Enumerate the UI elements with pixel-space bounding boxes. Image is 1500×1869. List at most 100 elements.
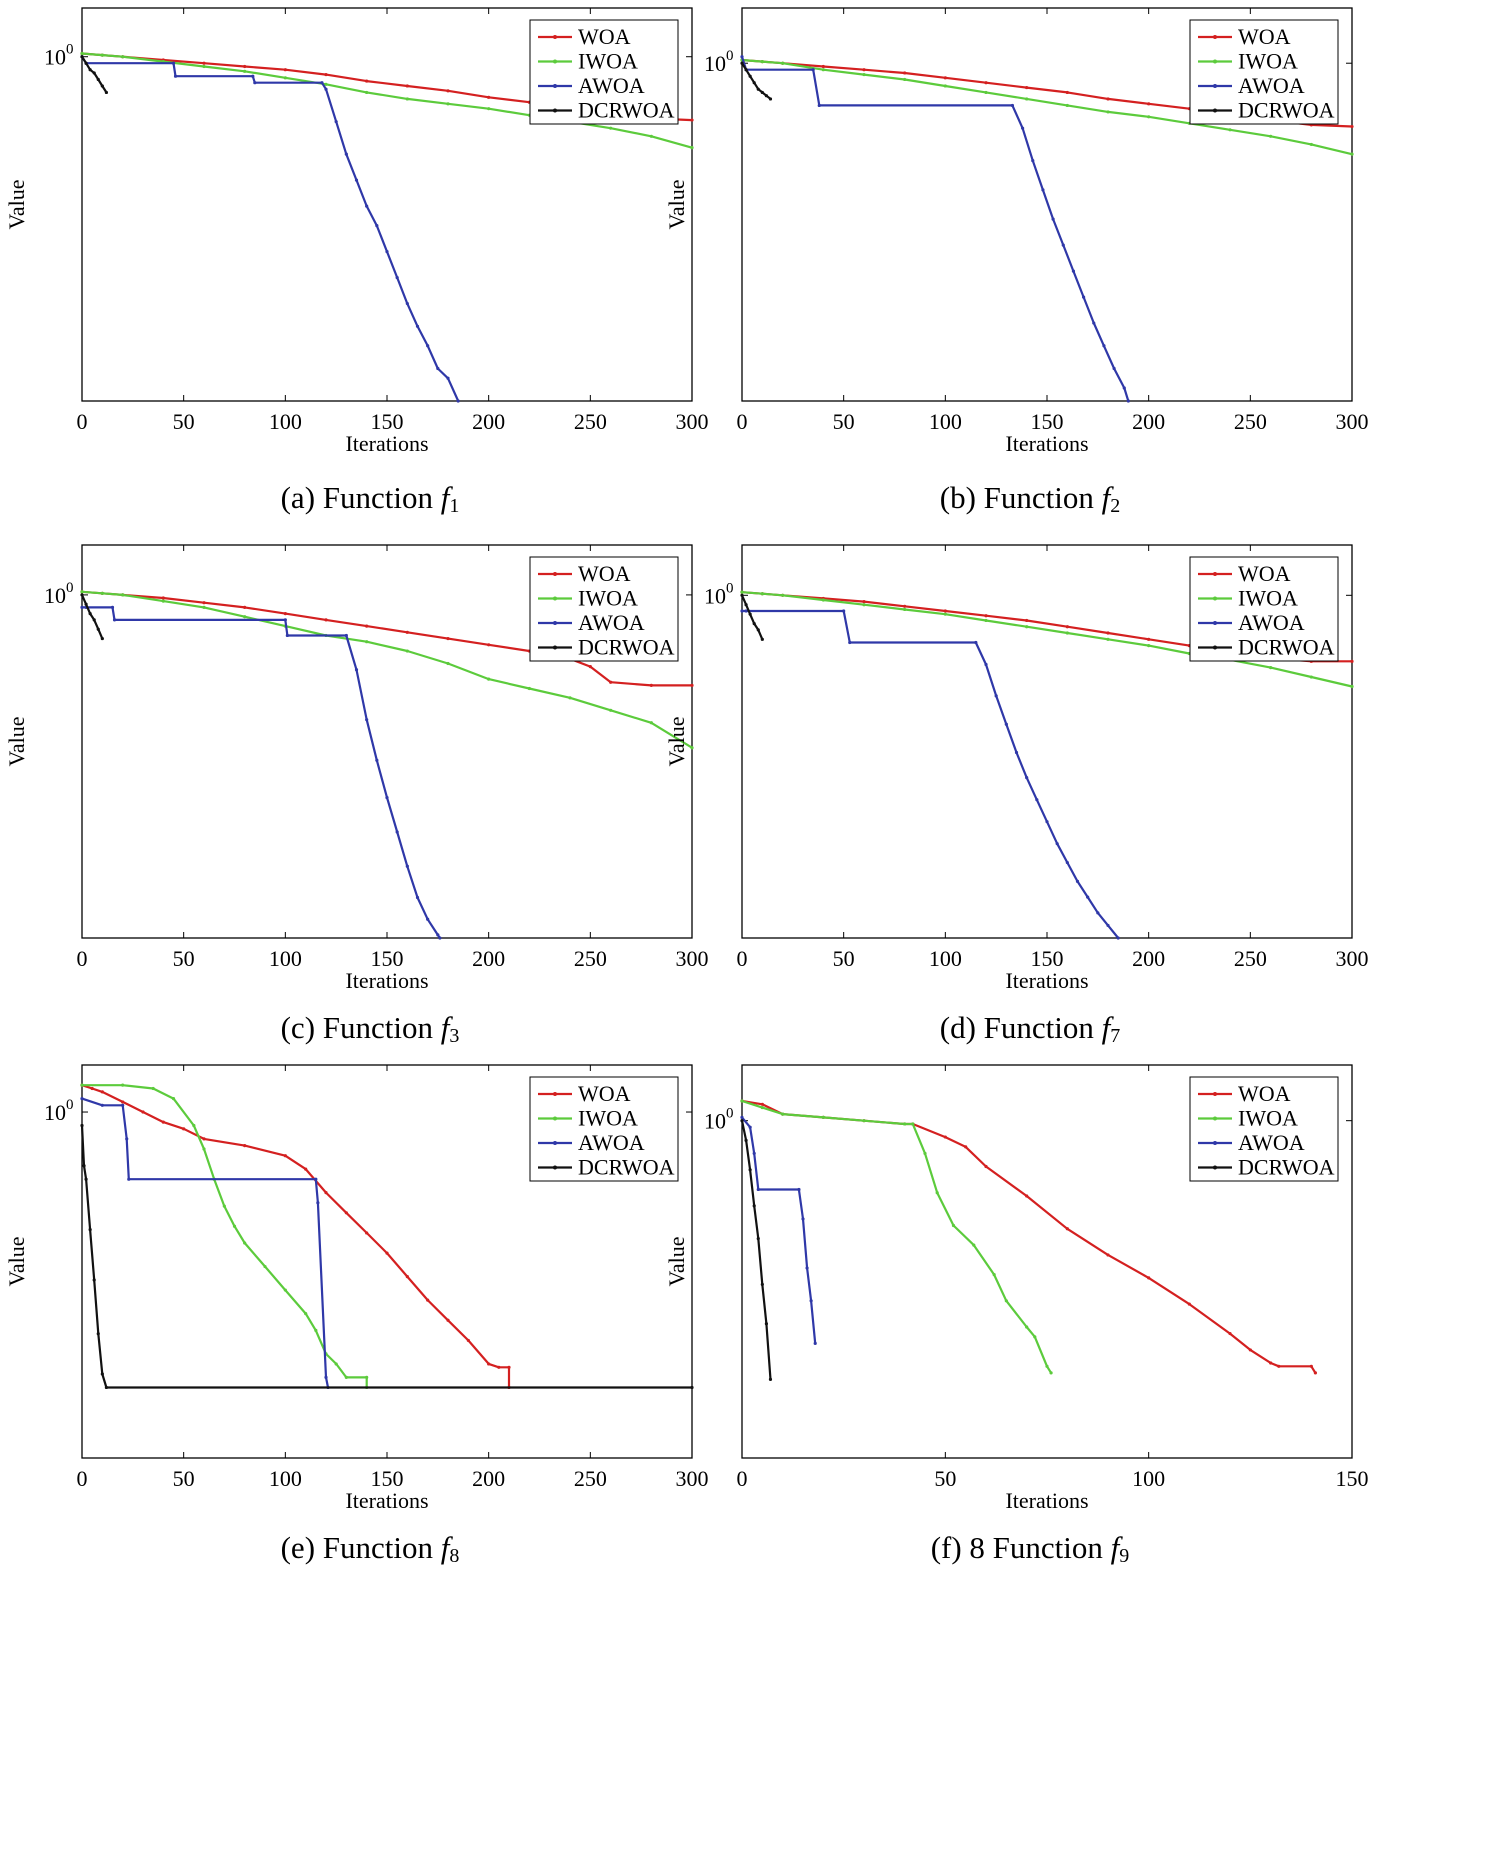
x-tick-label-b-100: 100 (929, 409, 962, 434)
data-point-a-woa-5 (243, 64, 247, 69)
y-tick-exponent-d: 0 (726, 580, 734, 596)
data-point-e-awoa-2 (121, 1103, 125, 1107)
legend-label-c-dcrwoa: DCRWOA (578, 635, 675, 660)
data-point-e-dcrwoa-5 (96, 1332, 100, 1336)
data-point-c-iwoa-16 (690, 746, 694, 750)
data-point-a-dcrwoa-4 (96, 77, 100, 82)
data-point-c-awoa-14 (426, 917, 430, 921)
data-point-e-awoa-1 (100, 1103, 104, 1107)
data-point-d-iwoa-11 (1147, 644, 1151, 648)
caption-e: (e) Function f8 (0, 1530, 740, 1568)
data-point-d-iwoa-2 (781, 593, 785, 597)
data-point-a-iwoa-11 (487, 107, 491, 111)
series-line-c-dcrwoa (80, 594, 104, 640)
data-point-c-iwoa-10 (446, 661, 450, 666)
data-point-f-woa-14 (1187, 1302, 1191, 1306)
data-point-b-dcrwoa-2 (748, 74, 752, 78)
data-point-f-woa-20 (1313, 1371, 1317, 1375)
data-point-d-awoa-4 (974, 640, 978, 645)
data-point-b-iwoa-7 (984, 90, 988, 95)
caption-d-prefix: (d) Function (939, 1010, 1102, 1045)
data-point-d-awoa-12 (1055, 842, 1059, 846)
legend-label-d-dcrwoa: DCRWOA (1238, 635, 1335, 660)
data-point-b-woa-7 (984, 81, 988, 85)
legend-label-f-dcrwoa: DCRWOA (1238, 1155, 1335, 1180)
data-point-e-woa-11 (324, 1191, 328, 1195)
legend-marker-c-awoa (553, 621, 557, 625)
data-point-e-dcrwoa-0 (80, 1123, 84, 1128)
data-point-b-awoa-0 (740, 55, 744, 59)
x-axis-title-e: Iterations (345, 1488, 428, 1513)
data-point-a-awoa-16 (415, 324, 420, 328)
caption-a: (a) Function f1 (0, 480, 740, 518)
x-tick-label-c-50: 50 (173, 946, 195, 971)
data-point-a-woa-4 (202, 61, 206, 65)
legend-label-c-awoa: AWOA (578, 610, 645, 635)
data-point-d-dcrwoa-2 (748, 612, 752, 616)
y-axis-title-a: Value (4, 179, 29, 229)
data-point-d-awoa-15 (1086, 895, 1090, 899)
data-point-f-iwoa-14 (1033, 1335, 1037, 1339)
y-tick-label-b: 10 (704, 51, 726, 76)
data-point-b-iwoa-14 (1269, 134, 1273, 138)
x-axis-title-c: Iterations (345, 968, 428, 993)
legend-marker-d-dcrwoa (1213, 645, 1217, 650)
data-point-b-woa-16 (1350, 124, 1354, 129)
data-point-e-woa-17 (446, 1318, 450, 1322)
data-point-d-awoa-6 (994, 694, 998, 698)
caption-c-sub: 3 (449, 1025, 460, 1047)
caption-b-f: f (1101, 480, 1111, 515)
data-point-b-awoa-8 (1051, 217, 1055, 221)
data-point-b-dcrwoa-1 (744, 68, 748, 72)
data-point-a-awoa-18 (436, 366, 440, 371)
x-tick-label-f-100: 100 (1132, 1466, 1165, 1491)
data-point-d-iwoa-3 (821, 598, 825, 602)
y-axis-title-e: Value (4, 1236, 29, 1286)
legend-marker-f-woa (1213, 1092, 1217, 1096)
data-point-c-iwoa-5 (243, 615, 247, 619)
caption-b-sub: 2 (1110, 495, 1121, 517)
data-point-d-dcrwoa-3 (752, 622, 756, 626)
data-point-f-iwoa-12 (1004, 1299, 1008, 1303)
data-point-d-woa-4 (862, 599, 866, 604)
data-point-b-iwoa-16 (1350, 152, 1354, 156)
data-point-a-dcrwoa-1 (84, 61, 88, 65)
y-axis-title-b: Value (664, 179, 689, 229)
x-tick-label-f-0: 0 (737, 1466, 748, 1491)
data-point-b-awoa-4 (1010, 103, 1015, 108)
series-group-f (740, 1099, 1317, 1381)
data-point-c-iwoa-9 (405, 649, 409, 653)
data-point-c-iwoa-13 (568, 696, 572, 700)
data-point-c-woa-8 (365, 624, 369, 628)
y-tick-exponent-c: 0 (66, 580, 74, 596)
data-point-e-iwoa-16 (344, 1375, 348, 1379)
data-point-a-awoa-5 (253, 81, 257, 85)
data-point-c-dcrwoa-2 (88, 612, 92, 616)
data-point-e-dcrwoa-3 (88, 1227, 92, 1232)
legend-label-e-woa: WOA (578, 1081, 631, 1106)
data-point-b-awoa-13 (1102, 344, 1106, 348)
data-point-c-iwoa-14 (609, 708, 613, 712)
data-point-b-awoa-2 (811, 68, 815, 72)
legend-marker-e-dcrwoa (553, 1165, 557, 1170)
data-point-b-awoa-11 (1082, 295, 1086, 299)
data-point-b-iwoa-3 (821, 68, 825, 72)
data-point-b-woa-4 (862, 68, 866, 72)
data-point-e-woa-7 (202, 1137, 206, 1141)
x-tick-label-e-200: 200 (472, 1466, 505, 1491)
data-point-f-iwoa-2 (781, 1112, 785, 1116)
caption-a-f: f (440, 480, 450, 515)
data-point-f-woa-11 (1065, 1227, 1069, 1231)
data-point-b-woa-9 (1065, 90, 1069, 95)
x-axis-title-b: Iterations (1005, 431, 1088, 456)
x-tick-label-e-50: 50 (173, 1466, 195, 1491)
data-point-f-awoa-6 (805, 1266, 809, 1270)
caption-b: (b) Function f2 (660, 480, 1400, 518)
legend-label-d-awoa: AWOA (1238, 610, 1305, 635)
data-point-d-awoa-2 (842, 609, 846, 613)
data-point-c-iwoa-11 (487, 677, 491, 681)
data-point-a-awoa-10 (354, 178, 359, 182)
data-point-f-woa-9 (984, 1164, 988, 1169)
